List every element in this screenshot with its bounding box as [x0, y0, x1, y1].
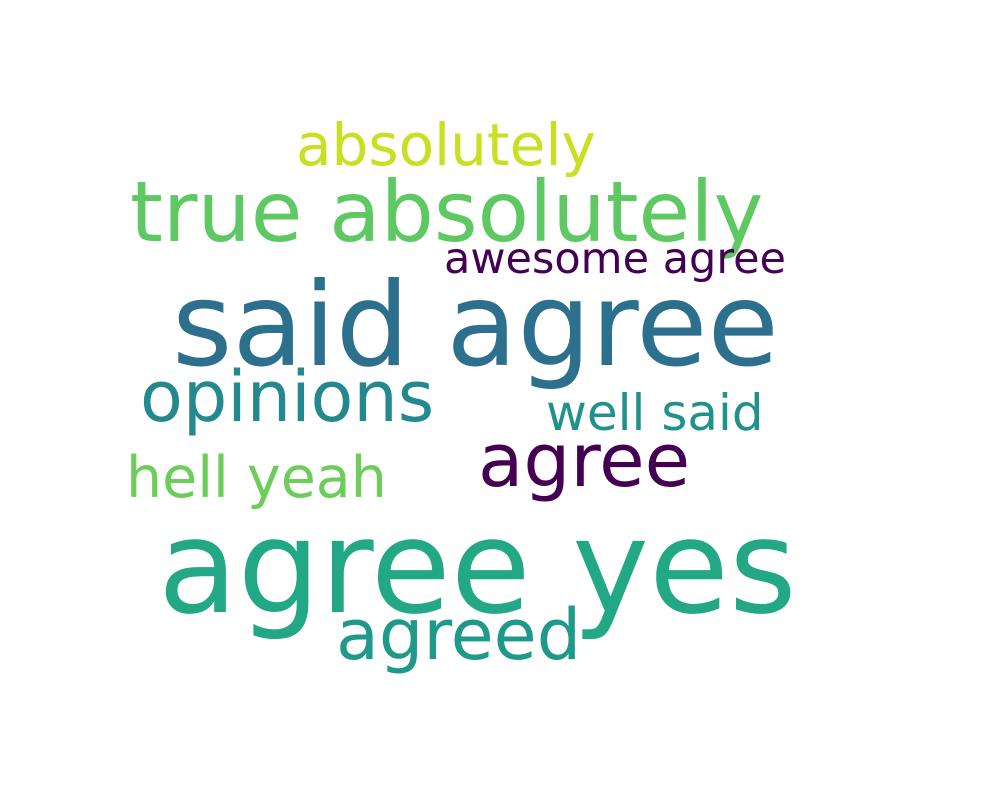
word-hell-yeah: hell yeah [126, 445, 387, 511]
word-agreed: agreed [336, 594, 582, 676]
word-agree-yes: agree yes [158, 491, 797, 643]
word-true-absolutely: true absolutely [130, 163, 764, 261]
word-agree: agree [478, 418, 691, 504]
word-awesome-agree: awesome agree [444, 234, 786, 284]
word-opinions: opinions [140, 356, 435, 438]
word-well-said: well said [546, 384, 764, 442]
word-absolutely: absolutely [296, 111, 596, 179]
word-said-agree: said agree [172, 258, 779, 393]
